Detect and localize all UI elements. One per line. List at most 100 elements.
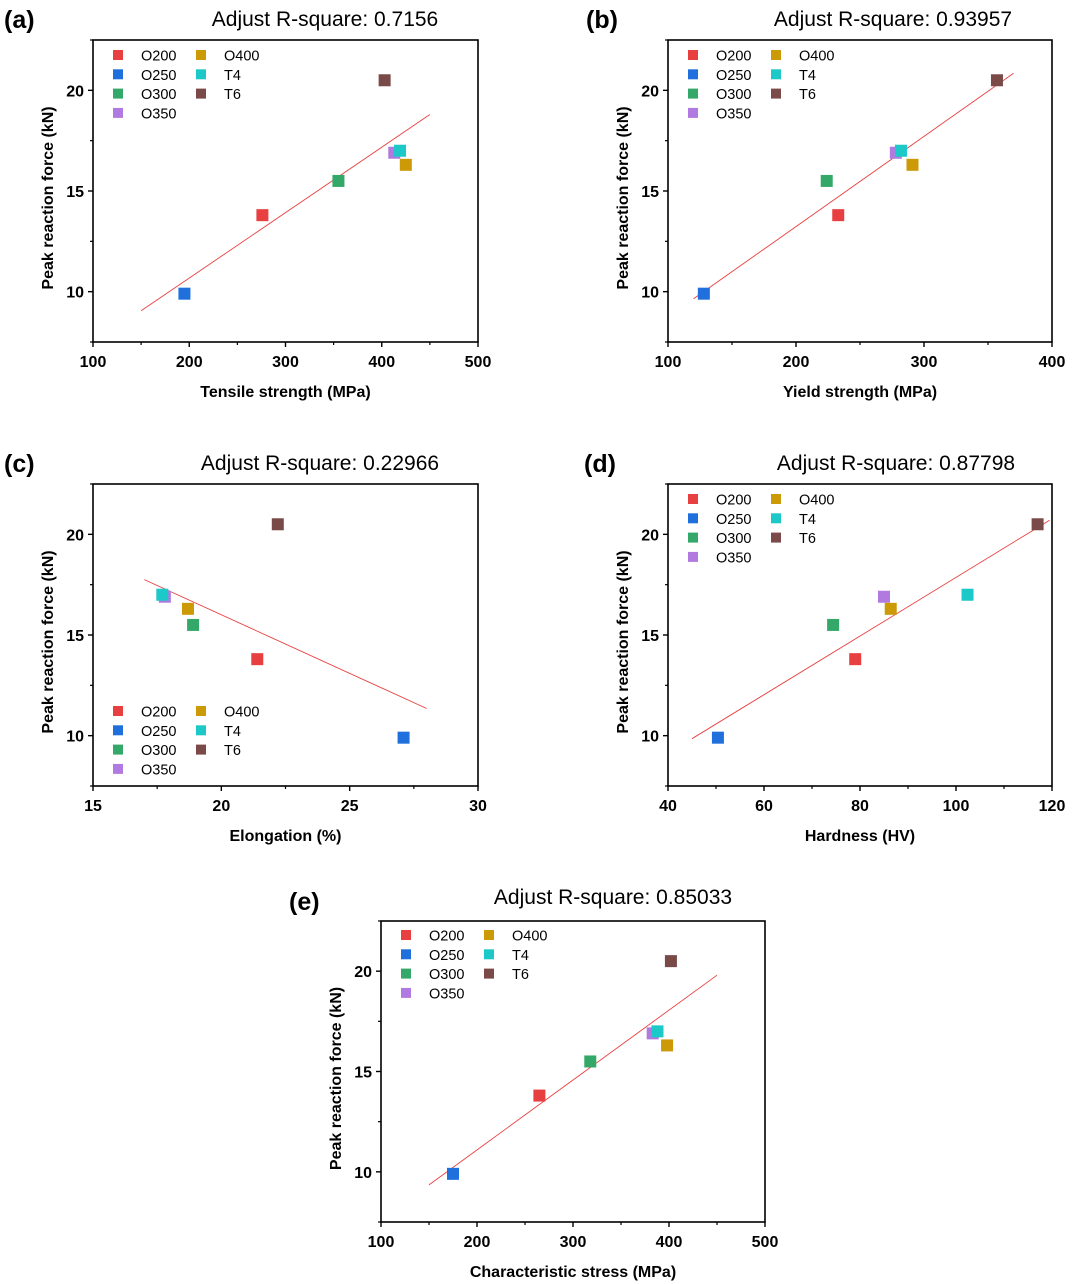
legend-label-o400: O400	[799, 49, 834, 65]
x-axis-label: Yield strength (MPa)	[783, 384, 937, 401]
legend-label-t4: T4	[512, 948, 529, 964]
x-tick-label: 15	[84, 798, 102, 815]
data-point-o400	[399, 158, 412, 171]
legend-label-o350: O350	[716, 106, 751, 122]
x-tick-label: 80	[851, 798, 869, 815]
panel-d: (d) Adjust R-square: 0.87798 40 60 80 100 120 1…	[584, 450, 1065, 845]
y-axis-label: Peak reaction force (kN)	[40, 106, 57, 289]
legend-label-o350: O350	[141, 106, 176, 122]
data-point-o300	[820, 174, 833, 187]
plot-frame	[92, 483, 479, 787]
legend-marker-o350	[113, 763, 123, 774]
data-point-o250	[697, 287, 710, 300]
legend-marker-t4	[771, 69, 781, 80]
legend-marker-o350	[113, 107, 123, 118]
x-tick-label: 500	[465, 354, 492, 371]
x-tick-label: 100	[368, 1234, 395, 1251]
data-point-t6	[271, 518, 284, 531]
legend-marker-o300	[688, 88, 698, 99]
x-tick-label: 400	[656, 1234, 683, 1251]
legend: O200 O250 O300 O350 O400 T4 T6	[113, 705, 259, 778]
x-tick-label: 120	[1039, 798, 1066, 815]
legend-label-o300: O300	[141, 87, 176, 103]
legend-label-o400: O400	[799, 493, 834, 509]
panel-label: (a)	[4, 6, 35, 34]
x-tick-label: 400	[368, 354, 395, 371]
data-point-t4	[394, 144, 407, 157]
data-point-t6	[378, 74, 391, 87]
legend-label-t6: T6	[224, 743, 241, 759]
legend-marker-o200	[113, 50, 123, 60]
y-axis-label: Peak reaction force (kN)	[40, 550, 57, 733]
x-tick-label: 20	[212, 798, 230, 815]
legend-marker-t4	[196, 725, 206, 736]
legend: O200 O250 O300 O350 O400 T4 T6	[688, 49, 834, 122]
x-tick-label: 100	[943, 798, 970, 815]
legend-marker-t4	[771, 513, 781, 524]
fit-line	[428, 974, 718, 1186]
data-point-o200	[832, 209, 845, 222]
legend-marker-o400	[771, 50, 781, 60]
data-point-o250	[447, 1167, 459, 1180]
legend-marker-t6	[484, 968, 494, 979]
data-point-t6	[664, 955, 677, 968]
legend-label-o250: O250	[141, 724, 176, 740]
x-tick-label: 30	[469, 798, 487, 815]
panel-label: (b)	[586, 6, 618, 34]
data-point-o300	[827, 618, 840, 631]
fit-line	[691, 519, 1050, 740]
legend-label-t4: T4	[224, 68, 241, 84]
legend-marker-o400	[196, 706, 206, 716]
y-tick-label: 20	[66, 527, 84, 544]
legend-label-t6: T6	[512, 967, 529, 983]
chart-title: Adjust R-square: 0.7156	[212, 8, 438, 31]
legend-marker-o250	[688, 513, 698, 524]
y-tick-label: 15	[66, 628, 84, 645]
panel-b: (b) Adjust R-square: 0.93957 100 200 300 400 1…	[586, 6, 1065, 401]
legend-label-o200: O200	[429, 929, 464, 945]
y-tick-label: 20	[354, 964, 372, 981]
y-tick-label: 20	[641, 527, 659, 544]
data-point-o200	[533, 1089, 546, 1102]
x-tick-label: 300	[272, 354, 299, 371]
x-tick-label: 400	[1039, 354, 1066, 371]
legend-label-o400: O400	[224, 49, 259, 65]
data-point-o200	[849, 653, 862, 666]
legend-marker-o350	[688, 551, 698, 562]
legend: O200 O250 O300 O350 O400 T4 T6	[688, 493, 834, 566]
x-tick-label: 200	[783, 354, 810, 371]
legend-marker-t6	[196, 744, 206, 755]
x-tick-label: 40	[659, 798, 677, 815]
x-axis-label: Hardness (HV)	[805, 828, 915, 845]
data-point-t4	[651, 1025, 664, 1038]
x-tick-label: 300	[911, 354, 938, 371]
legend-marker-o250	[688, 69, 698, 80]
legend-marker-t6	[771, 88, 781, 99]
legend-marker-t4	[484, 949, 494, 960]
data-point-o250	[178, 287, 191, 300]
legend-label-o350: O350	[429, 986, 464, 1002]
legend-marker-o300	[113, 88, 123, 99]
legend-marker-o300	[113, 744, 123, 755]
panel-e: (e) Adjust R-square: 0.85033 100 200 300 400 5…	[289, 886, 778, 1281]
legend-marker-o250	[401, 949, 411, 960]
legend-label-o400: O400	[512, 929, 547, 945]
data-point-o400	[661, 1039, 674, 1052]
data-point-o250	[711, 731, 724, 744]
data-point-t4	[156, 588, 169, 601]
legend-label-t4: T4	[799, 68, 816, 84]
data-point-o300	[584, 1055, 597, 1068]
y-axis-label: Peak reaction force (kN)	[615, 106, 632, 289]
legend-label-o250: O250	[141, 68, 176, 84]
data-point-o250	[397, 731, 410, 744]
x-tick-label: 200	[176, 354, 203, 371]
chart-title: Adjust R-square: 0.87798	[777, 452, 1015, 475]
chart-title: Adjust R-square: 0.93957	[774, 8, 1012, 31]
panel-a: (a) Adjust R-square: 0.7156 100 200 300 400 50…	[4, 6, 491, 401]
legend-label-o200: O200	[141, 49, 176, 65]
data-point-t6	[1031, 518, 1044, 531]
data-point-o400	[181, 602, 194, 615]
data-point-o300	[187, 618, 200, 631]
legend-marker-o400	[196, 50, 206, 60]
